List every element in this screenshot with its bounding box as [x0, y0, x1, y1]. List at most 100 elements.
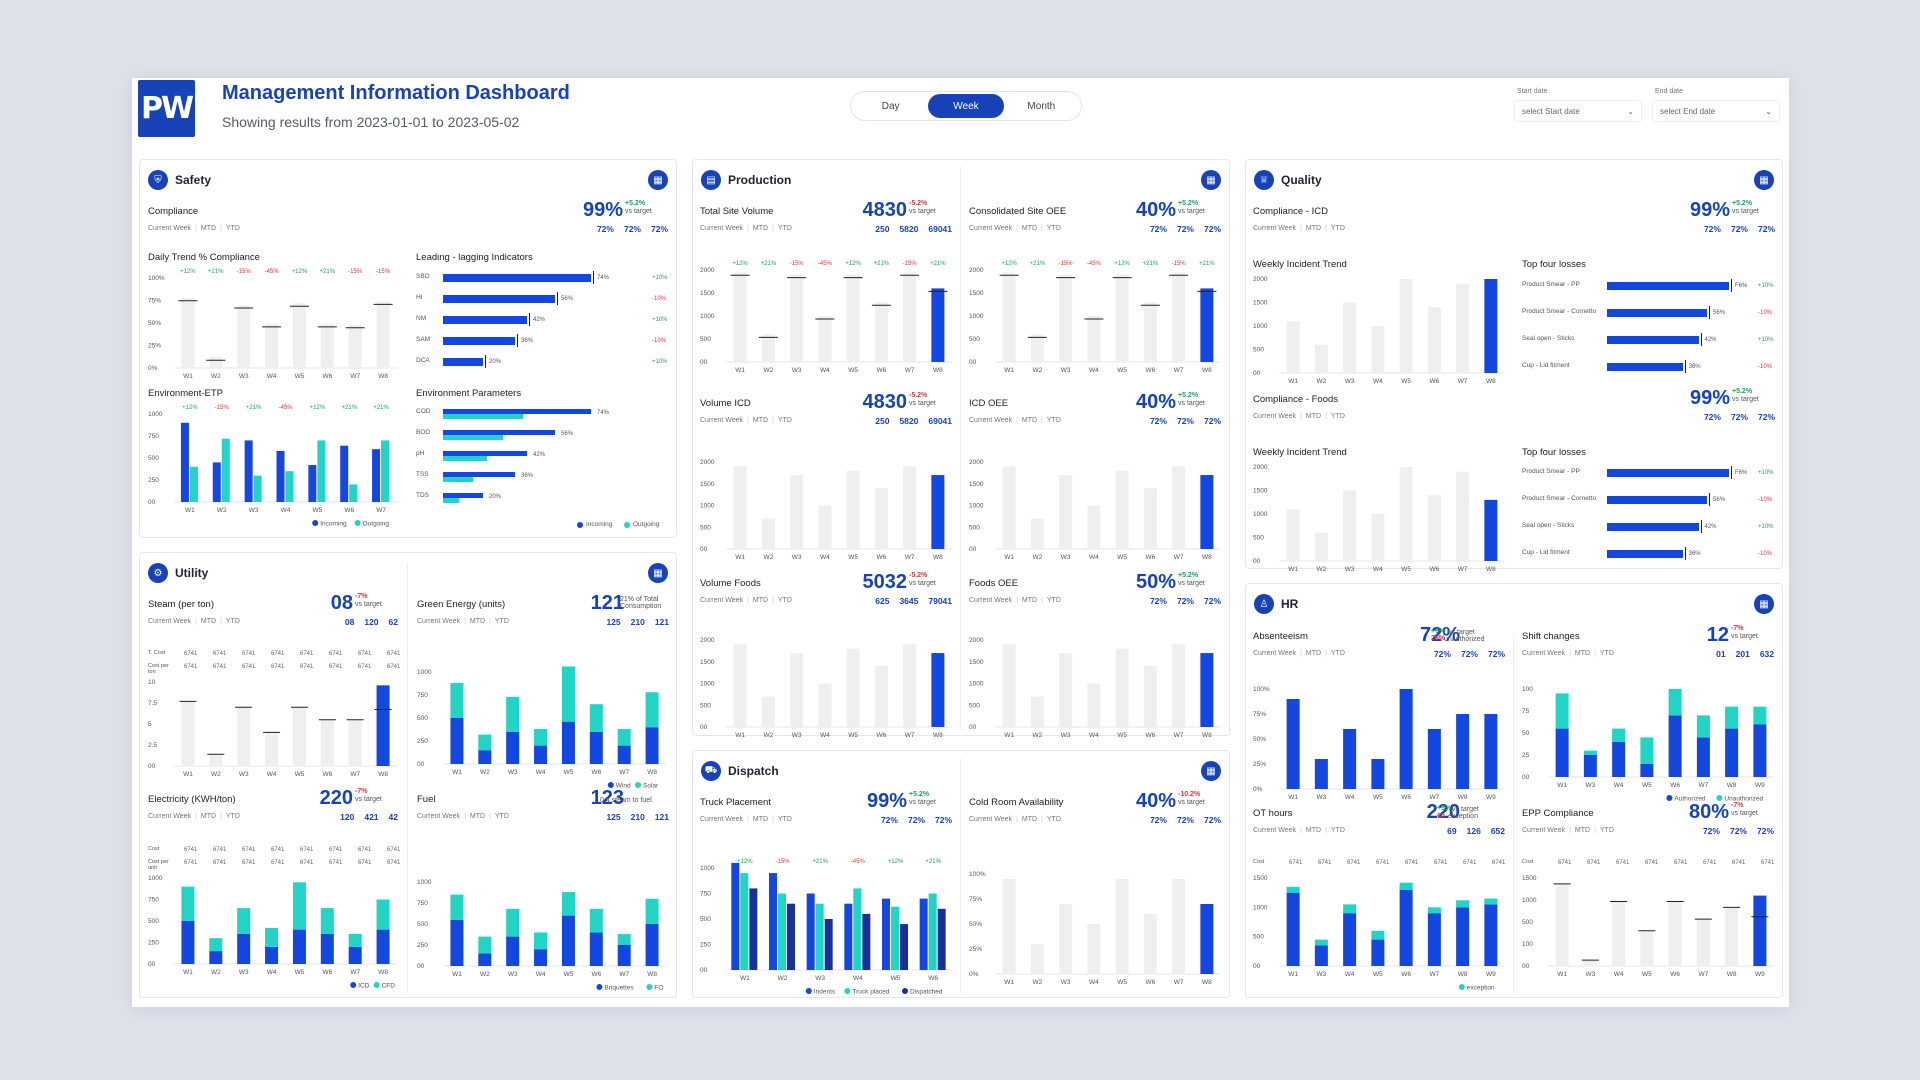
ytd-tab[interactable]: YTD — [1330, 827, 1345, 834]
legend-swatch — [354, 520, 361, 526]
mtd-tab[interactable]: MTD — [200, 225, 217, 232]
current-week-tab[interactable]: Current Week — [700, 597, 744, 604]
elec-cost-cell: 6741 — [184, 847, 198, 853]
bar — [824, 919, 833, 970]
ytd-tab[interactable]: YTD — [1046, 597, 1061, 604]
bar — [181, 701, 195, 766]
mtd-tab[interactable]: MTD — [1305, 413, 1322, 420]
tab-separator: | — [772, 417, 774, 424]
y-tick-label: 500 — [700, 702, 711, 709]
mtd-tab[interactable]: MTD — [200, 618, 217, 625]
ytd-tab[interactable]: YTD — [1330, 650, 1345, 657]
current-week-tab[interactable]: Current Week — [969, 225, 1013, 232]
cw-value: 08 — [344, 617, 355, 627]
mtd-tab[interactable]: MTD — [469, 618, 486, 625]
y-tick-label: 250 — [700, 942, 711, 949]
electricity-label: Electricity (KWH/ton) — [148, 794, 236, 805]
y-tick-label: 500 — [700, 916, 711, 923]
current-week-tab[interactable]: Current Week — [969, 597, 1013, 604]
current-week-tab[interactable]: Current Week — [700, 816, 744, 823]
mtd-tab[interactable]: MTD — [1021, 816, 1038, 823]
ytd-tab[interactable]: YTD — [777, 417, 792, 424]
mtd-tab[interactable]: MTD — [469, 813, 486, 820]
site-oee-value: 40% — [1135, 199, 1176, 221]
ytd-tab[interactable]: YTD — [1046, 816, 1061, 823]
bar-segment — [506, 731, 520, 764]
period-month-button[interactable]: Month — [1027, 100, 1056, 112]
x-tick-label: W8 — [647, 971, 657, 978]
mtd-tab[interactable]: MTD — [752, 597, 769, 604]
current-week-tab[interactable]: Current Week — [1253, 225, 1297, 232]
x-tick-label: W6 — [1146, 367, 1156, 374]
mtd-tab[interactable]: MTD — [1305, 827, 1322, 834]
bar — [731, 862, 740, 970]
mtd-tab[interactable]: MTD — [1574, 650, 1591, 657]
ytd-tab[interactable]: YTD — [777, 816, 792, 823]
mtd-tab[interactable]: MTD — [1021, 225, 1038, 232]
ytd-tab[interactable]: YTD — [777, 225, 792, 232]
current-week-tab[interactable]: Current Week — [700, 417, 744, 424]
bar-segment — [237, 908, 251, 934]
grid-icon[interactable]: ▦ — [1754, 170, 1774, 190]
x-tick-label: W5 — [891, 975, 901, 982]
mtd-tab[interactable]: MTD — [1021, 597, 1038, 604]
ytd-tab[interactable]: YTD — [225, 618, 240, 625]
ytd-tab[interactable]: YTD — [1330, 413, 1345, 420]
grid-icon[interactable]: ▦ — [1201, 761, 1221, 781]
x-tick-label: W7 — [1458, 378, 1468, 385]
current-week-tab[interactable]: Current Week — [1522, 650, 1566, 657]
mtd-tab[interactable]: MTD — [1305, 225, 1322, 232]
leading-row-delta: +10% — [652, 359, 668, 365]
end-date-select[interactable]: select End date ⌄ — [1652, 100, 1780, 122]
current-week-tab[interactable]: Current Week — [1522, 827, 1566, 834]
ytd-tab[interactable]: YTD — [777, 597, 792, 604]
mtd-tab[interactable]: MTD — [752, 417, 769, 424]
mtd-tab[interactable]: MTD — [1305, 650, 1322, 657]
grid-icon[interactable]: ▦ — [1754, 594, 1774, 614]
mtd-tab[interactable]: MTD — [1021, 417, 1038, 424]
delta-label: +21% — [320, 269, 336, 275]
current-week-tab[interactable]: Current Week — [700, 225, 744, 232]
mtd-tab[interactable]: MTD — [1574, 827, 1591, 834]
current-week-tab[interactable]: Current Week — [148, 813, 192, 820]
green-energy-period-tabs: Current Week | MTD | YTD — [417, 618, 509, 625]
current-week-tab[interactable]: Current Week — [969, 417, 1013, 424]
current-week-tab[interactable]: Current Week — [1253, 650, 1297, 657]
mtd-tab[interactable]: MTD — [200, 813, 217, 820]
ytd-tab[interactable]: YTD — [1046, 417, 1061, 424]
steam-cost-cell: 6741 — [213, 651, 227, 657]
etp-chart: 1000 750 500 250 00 W1 +12% W2 -15% W3 +21% W4 -45% W… — [148, 405, 397, 528]
mtd-tab[interactable]: MTD — [752, 816, 769, 823]
x-tick-label: W8 — [1727, 782, 1737, 789]
ytd-tab[interactable]: YTD — [225, 225, 240, 232]
mtd-tab[interactable]: MTD — [752, 225, 769, 232]
current-week-tab[interactable]: Current Week — [417, 813, 461, 820]
period-day-button[interactable]: Day — [881, 100, 900, 112]
y-tick-label: 00 — [1253, 370, 1261, 377]
ytd-tab[interactable]: YTD — [1046, 225, 1061, 232]
x-tick-label: W8 — [1727, 971, 1737, 978]
start-date-select[interactable]: select Start date ⌄ — [1514, 100, 1642, 122]
ytd-tab[interactable]: YTD — [1599, 650, 1614, 657]
loss-row-delta: -10% — [1758, 497, 1773, 503]
current-week-tab[interactable]: Current Week — [1253, 827, 1297, 834]
legend-swatch — [902, 988, 908, 994]
current-week-tab[interactable]: Current Week — [969, 816, 1013, 823]
ytd-tab[interactable]: YTD — [225, 813, 240, 820]
current-week-tab[interactable]: Current Week — [148, 618, 192, 625]
steam-cost-cell: 6741 — [213, 664, 227, 670]
grid-icon[interactable]: ▦ — [1201, 170, 1221, 190]
grid-icon[interactable]: ▦ — [648, 170, 668, 190]
grid-icon[interactable]: ▦ — [648, 563, 668, 583]
period-week-button[interactable]: Week — [928, 94, 1004, 118]
x-tick-label: W3 — [792, 367, 802, 374]
ytd-tab[interactable]: YTD — [494, 813, 509, 820]
ytd-tab[interactable]: YTD — [494, 618, 509, 625]
ytd-tab[interactable]: YTD — [1330, 225, 1345, 232]
current-week-tab[interactable]: Current Week — [148, 225, 192, 232]
current-week-tab[interactable]: Current Week — [1253, 413, 1297, 420]
epp-cost-cell: 6741 — [1732, 860, 1746, 866]
ytd-tab[interactable]: YTD — [1599, 827, 1614, 834]
current-week-tab[interactable]: Current Week — [417, 618, 461, 625]
bar-segment — [1668, 715, 1682, 777]
